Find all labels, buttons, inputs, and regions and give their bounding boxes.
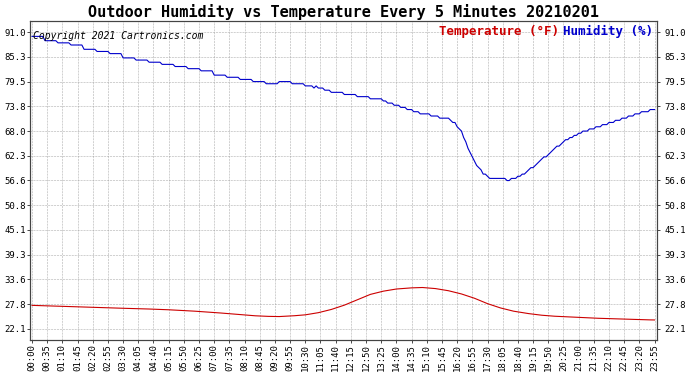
Text: Copyright 2021 Cartronics.com: Copyright 2021 Cartronics.com: [33, 31, 204, 41]
Legend: Temperature (°F), Humidity (%): Temperature (°F), Humidity (%): [440, 25, 653, 38]
Title: Outdoor Humidity vs Temperature Every 5 Minutes 20210201: Outdoor Humidity vs Temperature Every 5 …: [88, 4, 599, 20]
